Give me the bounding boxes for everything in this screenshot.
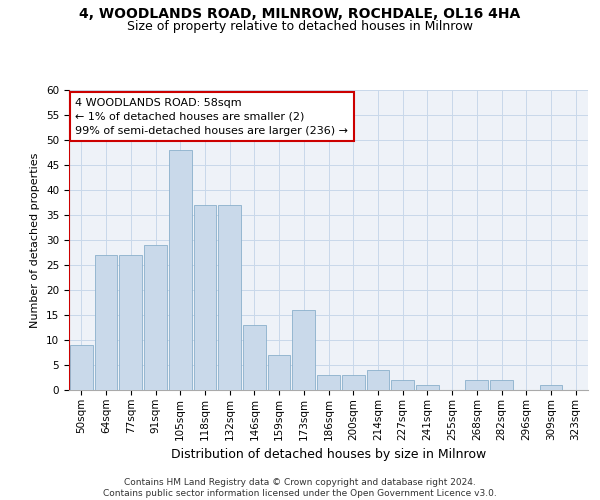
Bar	[194, 205, 216, 390]
Bar	[119, 255, 142, 390]
Bar	[367, 370, 389, 390]
Bar	[292, 310, 315, 390]
Bar	[317, 375, 340, 390]
Bar	[416, 385, 439, 390]
Text: Size of property relative to detached houses in Milnrow: Size of property relative to detached ho…	[127, 20, 473, 33]
Text: Contains HM Land Registry data © Crown copyright and database right 2024.
Contai: Contains HM Land Registry data © Crown c…	[103, 478, 497, 498]
Bar	[95, 255, 118, 390]
Text: 4 WOODLANDS ROAD: 58sqm
← 1% of detached houses are smaller (2)
99% of semi-deta: 4 WOODLANDS ROAD: 58sqm ← 1% of detached…	[75, 98, 348, 136]
Bar	[490, 380, 513, 390]
Bar	[466, 380, 488, 390]
Bar	[391, 380, 414, 390]
Bar	[169, 150, 191, 390]
Bar	[539, 385, 562, 390]
Bar	[342, 375, 365, 390]
Bar	[218, 205, 241, 390]
Y-axis label: Number of detached properties: Number of detached properties	[31, 152, 40, 328]
X-axis label: Distribution of detached houses by size in Milnrow: Distribution of detached houses by size …	[171, 448, 486, 461]
Text: 4, WOODLANDS ROAD, MILNROW, ROCHDALE, OL16 4HA: 4, WOODLANDS ROAD, MILNROW, ROCHDALE, OL…	[79, 8, 521, 22]
Bar	[268, 355, 290, 390]
Bar	[243, 325, 266, 390]
Bar	[144, 245, 167, 390]
Bar	[70, 345, 93, 390]
